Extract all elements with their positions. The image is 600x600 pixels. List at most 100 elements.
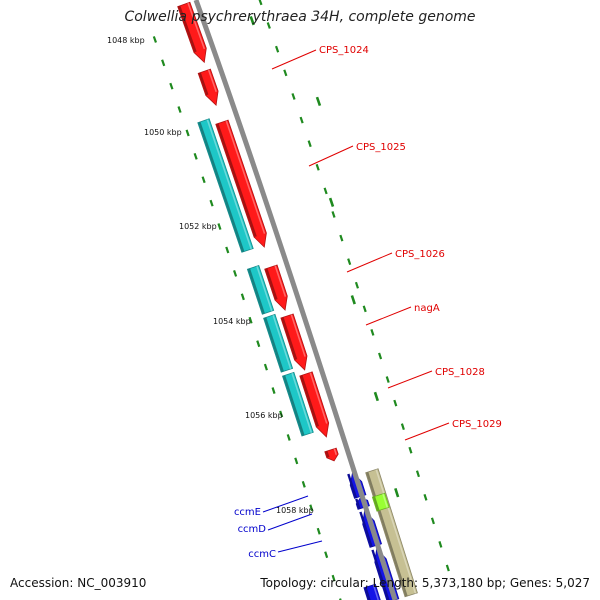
scale-tick-minor-outer bbox=[225, 246, 230, 254]
gene-label-leader-line bbox=[271, 49, 317, 70]
scale-tick-minor-inner bbox=[408, 446, 413, 454]
gene-feature-cps-1025[interactable] bbox=[215, 119, 267, 248]
gene-label-ccmc[interactable]: ccmC bbox=[248, 549, 276, 560]
scale-tick-minor-inner bbox=[315, 163, 320, 171]
scale-tick-minor-inner bbox=[331, 211, 336, 218]
misc-feature-ccm[interactable] bbox=[371, 492, 390, 512]
cds-feature-cps-1025[interactable] bbox=[197, 118, 254, 253]
scale-tick-major bbox=[328, 197, 335, 207]
scale-tick-minor-outer bbox=[331, 574, 336, 582]
gene-feature-naga[interactable] bbox=[280, 313, 308, 371]
gene-feature-cps-1024[interactable] bbox=[197, 68, 219, 107]
scale-tick-minor-outer bbox=[201, 176, 206, 184]
scale-tick-minor-inner bbox=[393, 399, 398, 407]
scale-tick-minor-inner bbox=[385, 376, 390, 383]
scale-tick-minor-inner bbox=[258, 0, 263, 6]
scale-tick-minor-inner bbox=[362, 305, 367, 313]
gene-label-leader-line bbox=[308, 145, 354, 167]
gene-label-cps-1028[interactable]: CPS_1028 bbox=[435, 367, 485, 378]
scale-tick-minor-inner bbox=[354, 281, 360, 289]
scale-tick-minor-outer bbox=[316, 527, 321, 535]
scale-tick-minor-outer bbox=[152, 36, 158, 43]
kbp-label-1052: 1052 kbp bbox=[179, 222, 217, 231]
scale-tick-minor-outer bbox=[301, 480, 306, 488]
scale-tick-major bbox=[249, 15, 255, 26]
scale-tick-minor-outer bbox=[240, 293, 245, 301]
gene-label-ccmd[interactable]: ccmD bbox=[238, 524, 267, 535]
scale-tick-minor-outer bbox=[286, 434, 291, 441]
scale-tick-minor-inner bbox=[400, 423, 405, 431]
scale-tick-minor-outer bbox=[271, 387, 276, 394]
scale-tick-minor-inner bbox=[307, 140, 312, 148]
kbp-label-1050: 1050 kbp bbox=[144, 128, 182, 137]
scale-tick-major bbox=[394, 488, 400, 498]
cds-feature-ccm-lower[interactable] bbox=[363, 583, 382, 600]
scale-tick-minor-inner bbox=[445, 564, 450, 572]
scale-tick-minor-outer bbox=[161, 59, 166, 67]
scale-tick-minor-inner bbox=[438, 541, 443, 548]
gene-label-leader-line bbox=[346, 252, 393, 273]
scale-tick-minor-inner bbox=[378, 352, 383, 360]
kbp-label-1058: 1058 kbp bbox=[276, 506, 314, 515]
scale-tick-major bbox=[315, 96, 322, 107]
scale-tick-minor-outer bbox=[185, 129, 190, 137]
gene-feature-cps-1023[interactable] bbox=[177, 1, 207, 64]
gene-label-leader-line bbox=[267, 513, 313, 531]
scale-tick-minor-outer bbox=[193, 152, 198, 160]
gene-label-cps-1029[interactable]: CPS_1029 bbox=[452, 419, 502, 430]
gene-label-naga[interactable]: nagA bbox=[414, 303, 440, 314]
cds-feature-naga[interactable] bbox=[263, 313, 294, 373]
gene-label-leader-line bbox=[277, 540, 323, 553]
gene-feature-cps-1029[interactable] bbox=[324, 447, 339, 462]
scale-tick-minor-inner bbox=[275, 45, 280, 53]
gene-label-leader-line bbox=[404, 422, 450, 441]
gene-feature-cps-1026[interactable] bbox=[264, 264, 288, 311]
kbp-label-1054: 1054 kbp bbox=[213, 317, 251, 326]
cds-feature-cps-1026[interactable] bbox=[246, 264, 275, 315]
scale-tick-minor-outer bbox=[256, 340, 261, 348]
kbp-label-1048: 1048 kbp bbox=[107, 36, 145, 45]
scale-tick-minor-outer bbox=[294, 457, 299, 465]
gene-label-cps-1025[interactable]: CPS_1025 bbox=[356, 142, 406, 153]
gene-label-cps-1026[interactable]: CPS_1026 bbox=[395, 249, 445, 260]
gene-features bbox=[177, 1, 418, 600]
scale-tick-minor-outer bbox=[217, 223, 222, 230]
scale-tick-minor-inner bbox=[423, 493, 428, 501]
scale-tick-minor-inner bbox=[266, 22, 271, 29]
scale-ticks bbox=[152, 0, 450, 600]
scale-tick-minor-inner bbox=[347, 258, 352, 266]
genome-summary-text: Topology: circular; Length: 5,373,180 bp… bbox=[260, 576, 590, 590]
genome-backbone bbox=[193, 0, 398, 600]
kbp-label-1056: 1056 kbp bbox=[245, 411, 283, 420]
accession-text: Accession: NC_003910 bbox=[10, 576, 147, 590]
scale-tick-minor-outer bbox=[263, 363, 268, 371]
cds-feature-cps-1028[interactable] bbox=[281, 371, 314, 437]
scale-tick-minor-inner bbox=[283, 69, 288, 77]
gene-label-leader-line bbox=[365, 306, 412, 326]
forward-gene-labels: CPS_1024 CPS_1025 CPS_1026 nagA CPS_1028… bbox=[271, 45, 502, 441]
scale-tick-minor-inner bbox=[299, 116, 304, 124]
gene-label-ccme[interactable]: ccmE bbox=[234, 507, 261, 518]
scale-tick-major bbox=[350, 295, 356, 305]
scale-tick-minor-inner bbox=[291, 93, 296, 100]
scale-tick-minor-outer bbox=[324, 551, 329, 559]
gene-labels: CPS_1024 CPS_1025 CPS_1026 nagA CPS_1028… bbox=[234, 45, 502, 560]
gene-feature-cps-1028[interactable] bbox=[299, 371, 330, 438]
kbp-scale-labels: 1048 kbp 1050 kbp 1052 kbp 1054 kbp 1056… bbox=[107, 36, 314, 515]
gene-label-leader-line bbox=[387, 370, 433, 389]
reverse-gene-labels: ccmE ccmD ccmC bbox=[234, 495, 323, 560]
gene-label-leader-line bbox=[262, 495, 309, 513]
gene-label-cps-1024[interactable]: CPS_1024 bbox=[319, 45, 369, 56]
scale-tick-minor-outer bbox=[233, 270, 238, 277]
scale-tick-minor-inner bbox=[415, 470, 420, 478]
scale-tick-minor-outer bbox=[209, 199, 214, 207]
scale-tick-minor-outer bbox=[177, 106, 182, 113]
scale-tick-major bbox=[373, 391, 379, 402]
page-title: Colwellia psychrerythraea 34H, complete … bbox=[124, 9, 476, 25]
scale-tick-minor-outer bbox=[309, 504, 314, 512]
scale-tick-minor-outer bbox=[279, 410, 284, 418]
scale-tick-minor-inner bbox=[323, 187, 328, 195]
scale-tick-minor-outer bbox=[169, 82, 174, 90]
